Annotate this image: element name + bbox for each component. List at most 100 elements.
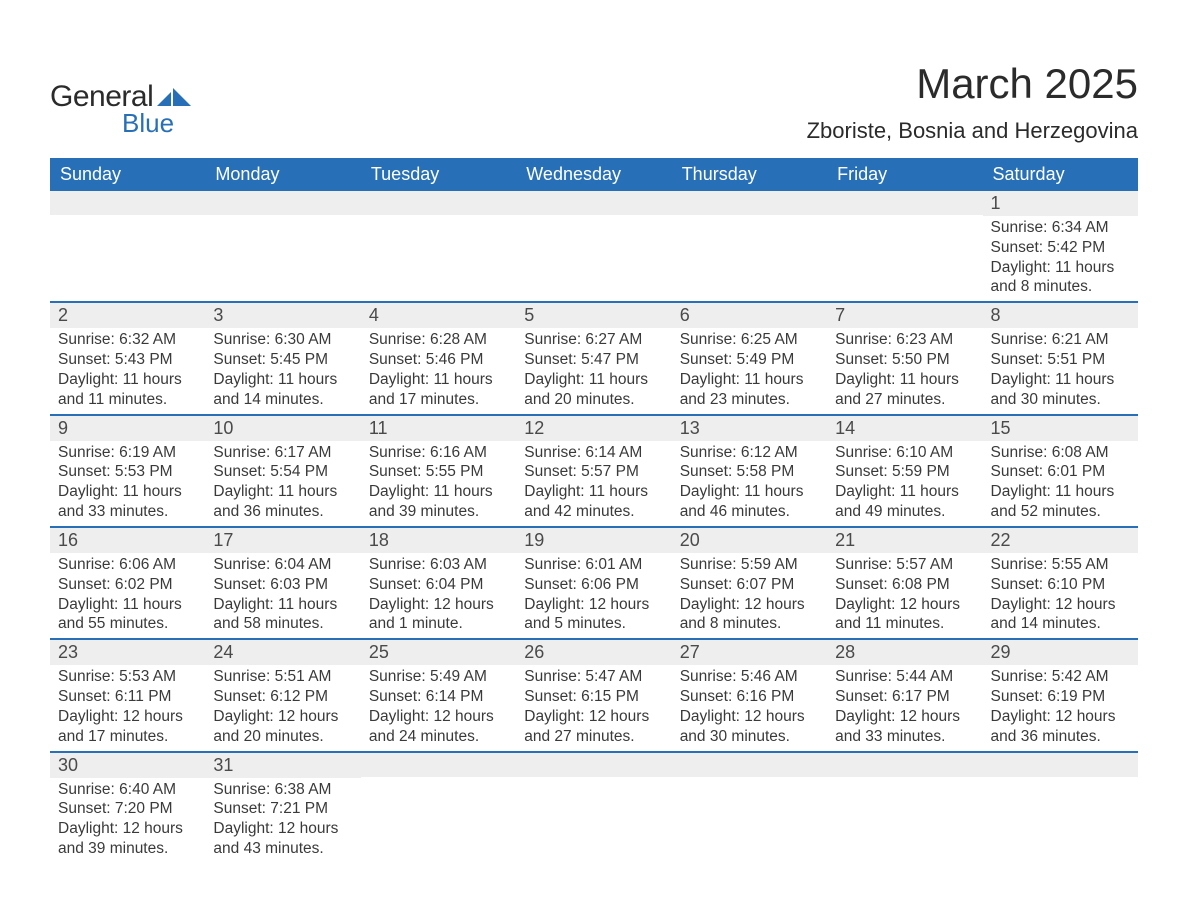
day-number: [361, 191, 516, 215]
daylight-text: Daylight: 12 hours and 17 minutes.: [58, 707, 197, 747]
day-number: 28: [827, 640, 982, 665]
day-number: 5: [516, 303, 671, 328]
day-detail: [361, 777, 516, 783]
title-block: March 2025 Zboriste, Bosnia and Herzegov…: [807, 60, 1138, 144]
calendar-cell: 9Sunrise: 6:19 AMSunset: 5:53 PMDaylight…: [50, 416, 205, 526]
calendar-cell: [672, 191, 827, 301]
day-detail: Sunrise: 5:42 AMSunset: 6:19 PMDaylight:…: [983, 665, 1138, 750]
daylight-text: Daylight: 11 hours and 36 minutes.: [213, 482, 352, 522]
day-detail: Sunrise: 5:51 AMSunset: 6:12 PMDaylight:…: [205, 665, 360, 750]
day-header-mon: Monday: [205, 158, 360, 191]
sunset-text: Sunset: 6:19 PM: [991, 687, 1130, 707]
calendar-cell: [361, 753, 516, 863]
sunset-text: Sunset: 5:55 PM: [369, 462, 508, 482]
sunrise-text: Sunrise: 6:34 AM: [991, 218, 1130, 238]
daylight-text: Daylight: 12 hours and 27 minutes.: [524, 707, 663, 747]
day-detail: Sunrise: 6:21 AMSunset: 5:51 PMDaylight:…: [983, 328, 1138, 413]
day-number: 20: [672, 528, 827, 553]
day-detail: Sunrise: 6:16 AMSunset: 5:55 PMDaylight:…: [361, 441, 516, 526]
day-detail: Sunrise: 5:53 AMSunset: 6:11 PMDaylight:…: [50, 665, 205, 750]
calendar-cell: [827, 753, 982, 863]
sunset-text: Sunset: 7:20 PM: [58, 799, 197, 819]
day-number: 31: [205, 753, 360, 778]
sunrise-text: Sunrise: 6:14 AM: [524, 443, 663, 463]
day-number: 29: [983, 640, 1138, 665]
day-detail: Sunrise: 6:27 AMSunset: 5:47 PMDaylight:…: [516, 328, 671, 413]
day-detail: [827, 215, 982, 221]
daylight-text: Daylight: 11 hours and 30 minutes.: [991, 370, 1130, 410]
day-number: 7: [827, 303, 982, 328]
sunset-text: Sunset: 6:17 PM: [835, 687, 974, 707]
day-number: 2: [50, 303, 205, 328]
day-detail: Sunrise: 6:28 AMSunset: 5:46 PMDaylight:…: [361, 328, 516, 413]
day-number: [516, 191, 671, 215]
daylight-text: Daylight: 11 hours and 39 minutes.: [369, 482, 508, 522]
day-number: 30: [50, 753, 205, 778]
sunset-text: Sunset: 5:59 PM: [835, 462, 974, 482]
sunrise-text: Sunrise: 5:49 AM: [369, 667, 508, 687]
brand-text-blue: Blue: [122, 108, 191, 139]
calendar-cell: 8Sunrise: 6:21 AMSunset: 5:51 PMDaylight…: [983, 303, 1138, 413]
calendar-cell: 30Sunrise: 6:40 AMSunset: 7:20 PMDayligh…: [50, 753, 205, 863]
calendar-cell: [672, 753, 827, 863]
header: General Blue March 2025 Zboriste, Bosnia…: [50, 60, 1138, 144]
day-number: [672, 753, 827, 777]
sunset-text: Sunset: 5:53 PM: [58, 462, 197, 482]
day-detail: Sunrise: 6:06 AMSunset: 6:02 PMDaylight:…: [50, 553, 205, 638]
sunset-text: Sunset: 5:50 PM: [835, 350, 974, 370]
day-number: 19: [516, 528, 671, 553]
day-detail: [516, 215, 671, 221]
calendar-cell: 13Sunrise: 6:12 AMSunset: 5:58 PMDayligh…: [672, 416, 827, 526]
sunset-text: Sunset: 6:15 PM: [524, 687, 663, 707]
calendar-cell: [361, 191, 516, 301]
daylight-text: Daylight: 12 hours and 11 minutes.: [835, 595, 974, 635]
sunrise-text: Sunrise: 6:27 AM: [524, 330, 663, 350]
month-title: March 2025: [807, 60, 1138, 108]
sunset-text: Sunset: 5:45 PM: [213, 350, 352, 370]
day-header-tue: Tuesday: [361, 158, 516, 191]
day-header-sat: Saturday: [983, 158, 1138, 191]
daylight-text: Daylight: 12 hours and 43 minutes.: [213, 819, 352, 859]
sunset-text: Sunset: 5:58 PM: [680, 462, 819, 482]
sunset-text: Sunset: 6:01 PM: [991, 462, 1130, 482]
day-detail: Sunrise: 5:55 AMSunset: 6:10 PMDaylight:…: [983, 553, 1138, 638]
day-number: 10: [205, 416, 360, 441]
calendar-cell: 29Sunrise: 5:42 AMSunset: 6:19 PMDayligh…: [983, 640, 1138, 750]
day-detail: Sunrise: 5:57 AMSunset: 6:08 PMDaylight:…: [827, 553, 982, 638]
calendar-cell: 11Sunrise: 6:16 AMSunset: 5:55 PMDayligh…: [361, 416, 516, 526]
calendar-cell: 18Sunrise: 6:03 AMSunset: 6:04 PMDayligh…: [361, 528, 516, 638]
day-number: [361, 753, 516, 777]
daylight-text: Daylight: 12 hours and 20 minutes.: [213, 707, 352, 747]
sunrise-text: Sunrise: 6:06 AM: [58, 555, 197, 575]
day-number: 3: [205, 303, 360, 328]
calendar-cell: 14Sunrise: 6:10 AMSunset: 5:59 PMDayligh…: [827, 416, 982, 526]
calendar: Sunday Monday Tuesday Wednesday Thursday…: [50, 158, 1138, 863]
day-number: 26: [516, 640, 671, 665]
sunrise-text: Sunrise: 6:25 AM: [680, 330, 819, 350]
calendar-week: 1Sunrise: 6:34 AMSunset: 5:42 PMDaylight…: [50, 191, 1138, 301]
daylight-text: Daylight: 11 hours and 8 minutes.: [991, 258, 1130, 298]
day-number: 23: [50, 640, 205, 665]
sunrise-text: Sunrise: 6:01 AM: [524, 555, 663, 575]
daylight-text: Daylight: 12 hours and 5 minutes.: [524, 595, 663, 635]
calendar-week: 30Sunrise: 6:40 AMSunset: 7:20 PMDayligh…: [50, 751, 1138, 863]
day-number: 9: [50, 416, 205, 441]
sunset-text: Sunset: 6:08 PM: [835, 575, 974, 595]
day-number: [827, 191, 982, 215]
sunrise-text: Sunrise: 5:42 AM: [991, 667, 1130, 687]
sunset-text: Sunset: 6:11 PM: [58, 687, 197, 707]
daylight-text: Daylight: 12 hours and 14 minutes.: [991, 595, 1130, 635]
day-detail: Sunrise: 6:25 AMSunset: 5:49 PMDaylight:…: [672, 328, 827, 413]
daylight-text: Daylight: 12 hours and 24 minutes.: [369, 707, 508, 747]
day-detail: Sunrise: 6:34 AMSunset: 5:42 PMDaylight:…: [983, 216, 1138, 301]
calendar-cell: 17Sunrise: 6:04 AMSunset: 6:03 PMDayligh…: [205, 528, 360, 638]
sunset-text: Sunset: 6:12 PM: [213, 687, 352, 707]
calendar-cell: [983, 753, 1138, 863]
day-number: [827, 753, 982, 777]
day-detail: Sunrise: 6:08 AMSunset: 6:01 PMDaylight:…: [983, 441, 1138, 526]
daylight-text: Daylight: 11 hours and 42 minutes.: [524, 482, 663, 522]
day-number: 11: [361, 416, 516, 441]
sunset-text: Sunset: 5:49 PM: [680, 350, 819, 370]
day-detail: Sunrise: 6:12 AMSunset: 5:58 PMDaylight:…: [672, 441, 827, 526]
calendar-cell: 23Sunrise: 5:53 AMSunset: 6:11 PMDayligh…: [50, 640, 205, 750]
